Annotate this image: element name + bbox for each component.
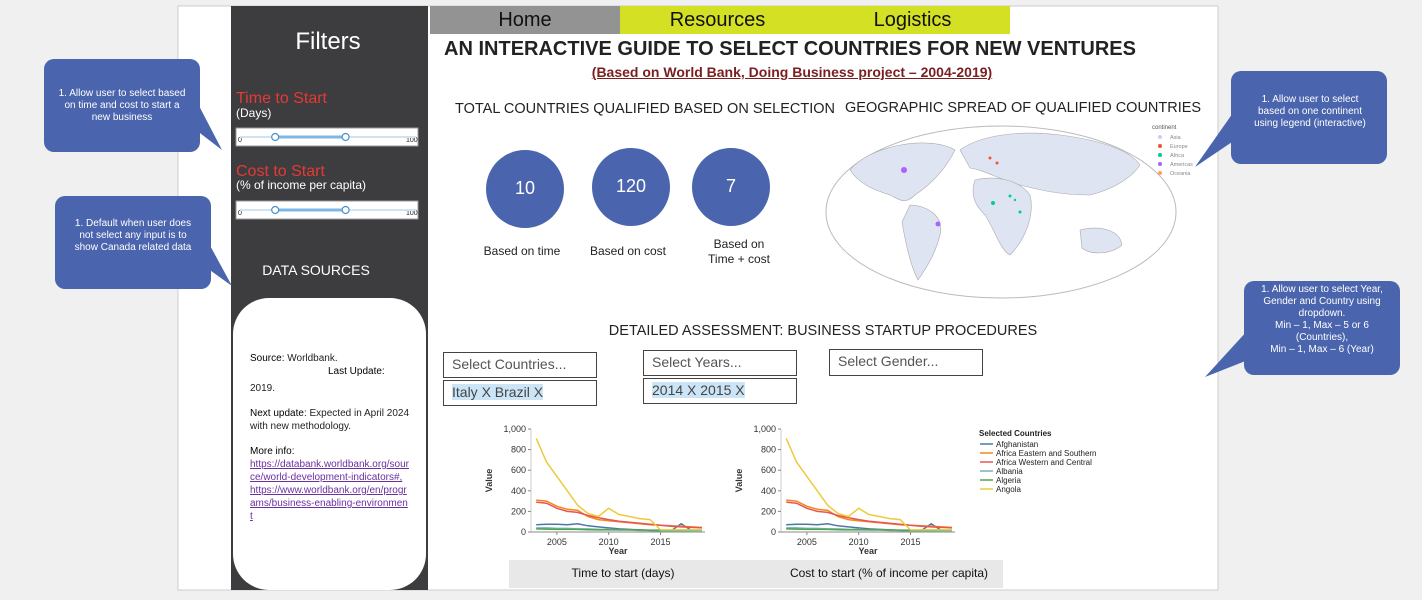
nav-bg <box>620 6 1010 34</box>
dropdown[interactable]: Select Countries... <box>443 352 597 378</box>
callout: 1. Allow user to select Year, Gender and… <box>1254 284 1390 356</box>
total-value: 10 <box>514 178 536 198</box>
filter-unit: (% of income per capita) <box>236 178 367 192</box>
link[interactable]: https://www.worldbank.org/en/programs/bu… <box>250 485 408 522</box>
section-title: TOTAL COUNTRIES QUALIFIED BASED ON SELEC… <box>455 101 836 117</box>
filter-label: Time to Start <box>236 90 327 107</box>
marker: 1. <box>74 218 84 229</box>
label: Source <box>250 353 282 364</box>
world-map <box>825 125 1177 299</box>
slider-max: 100 <box>406 210 418 217</box>
colon: : <box>291 446 295 457</box>
slider-min: 0 <box>238 137 242 144</box>
sidebar-title: Filters <box>295 28 361 55</box>
slider-box <box>235 200 419 220</box>
callout-shapes <box>44 59 1400 377</box>
label: Next update <box>250 408 304 419</box>
source-box <box>233 298 426 590</box>
total-label: Based on cost <box>589 244 667 258</box>
sources-title: DATA SOURCES <box>262 262 370 278</box>
marker: 1. <box>1261 284 1270 295</box>
nav-tab[interactable]: Resources <box>669 9 766 31</box>
value: : Worldbank. <box>281 353 338 364</box>
total-label: Based on Time + cost <box>708 237 770 266</box>
filter-label: Cost to Start <box>236 163 325 180</box>
callout: 1. Allow user to select based on one con… <box>1248 94 1372 130</box>
value: 2019. <box>250 383 276 394</box>
dropdown[interactable]: Select Years... <box>643 350 797 376</box>
dropdown-selection[interactable]: Italy X Brazil X <box>443 380 597 406</box>
page-subtitle: (Based on World Bank, Doing Business pro… <box>591 64 993 80</box>
slider-box <box>235 127 419 147</box>
slider-max: 100 <box>406 137 418 144</box>
page-title: AN INTERACTIVE GUIDE TO SELECT COUNTRIES… <box>444 38 1136 60</box>
total-value: 7 <box>725 176 737 196</box>
nav-home-bg <box>430 6 620 34</box>
marker: 1. <box>58 88 67 99</box>
slider-min: 0 <box>238 210 242 217</box>
label: Last Update: <box>328 366 385 377</box>
label: More info <box>250 446 292 457</box>
total-label: Based on time <box>483 244 561 258</box>
source-text: Source: Worldbank. Last Update: 2019. Ne… <box>250 352 410 523</box>
callout: 1. Allow user to select based on time an… <box>58 88 186 124</box>
dropdown[interactable]: Select Gender... <box>829 349 983 376</box>
callout-text: Allow user to select based on time and c… <box>64 88 186 123</box>
nav-tab[interactable]: Home <box>498 9 552 31</box>
chip: Italy X Brazil X <box>452 384 544 400</box>
value: : Expected in April 2024 with new method… <box>250 408 410 432</box>
callout-text: Allow user to select Year, Gender and Co… <box>1263 284 1383 355</box>
link[interactable]: https://databank.worldbank.org/source/wo… <box>250 459 409 483</box>
total-value: 120 <box>615 176 647 196</box>
chip: 2014 X 2015 X <box>652 382 745 398</box>
dropdown-selection[interactable]: 2014 X 2015 X <box>643 378 797 404</box>
callout: 1. Default when user does not select any… <box>69 218 197 254</box>
callout-text: Allow user to select based on one contin… <box>1254 94 1366 129</box>
marker: 1. <box>1261 94 1270 105</box>
section-title: GEOGRAPHIC SPREAD OF QUALIFIED COUNTRIES <box>845 100 1202 116</box>
filter-unit: (Days) <box>236 106 272 120</box>
callout-text: Default when user does not select any in… <box>74 218 192 253</box>
section-title: DETAILED ASSESSMENT: BUSINESS STARTUP PR… <box>608 323 1038 339</box>
nav-tab[interactable]: Logistics <box>873 9 952 31</box>
